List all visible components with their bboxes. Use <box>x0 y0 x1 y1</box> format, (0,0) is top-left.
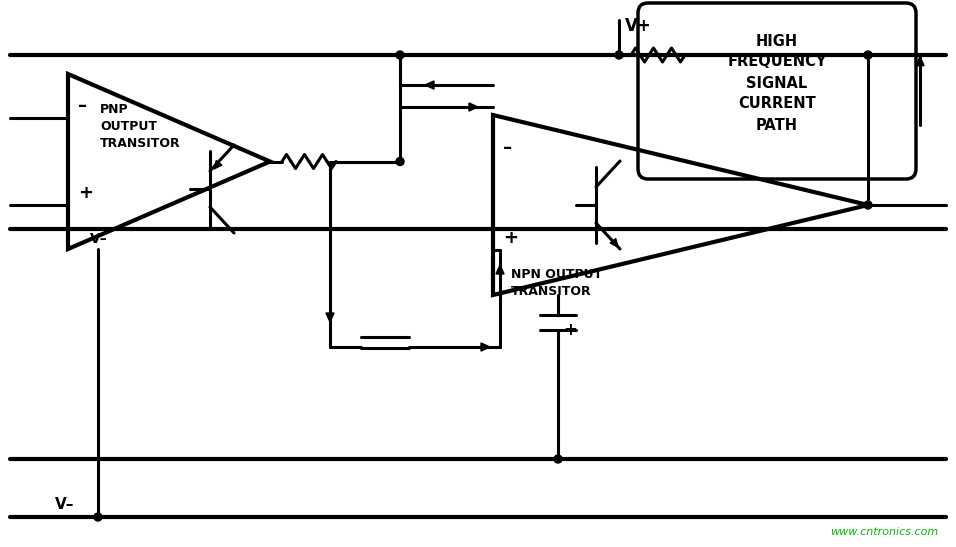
Circle shape <box>94 513 102 521</box>
Text: +: + <box>563 321 576 339</box>
Text: +: + <box>78 184 93 202</box>
Polygon shape <box>326 313 334 322</box>
Text: HIGH
FREQUENCY
SIGNAL
CURRENT
PATH: HIGH FREQUENCY SIGNAL CURRENT PATH <box>728 33 827 132</box>
Text: NPN OUTPUT
TRANSITOR: NPN OUTPUT TRANSITOR <box>511 268 602 298</box>
Text: –: – <box>78 97 87 115</box>
Polygon shape <box>496 265 504 274</box>
Text: +: + <box>503 229 518 247</box>
Polygon shape <box>481 343 490 351</box>
Text: –: – <box>503 139 512 157</box>
Circle shape <box>864 201 872 209</box>
Circle shape <box>554 455 562 463</box>
Polygon shape <box>469 103 478 111</box>
Text: PNP
OUTPUT
TRANSITOR: PNP OUTPUT TRANSITOR <box>100 103 181 150</box>
Polygon shape <box>916 57 924 66</box>
Circle shape <box>864 51 872 59</box>
Polygon shape <box>214 160 222 169</box>
Text: V+: V+ <box>625 17 652 35</box>
Text: www.cntronics.com: www.cntronics.com <box>830 527 938 537</box>
Text: V–: V– <box>55 497 75 512</box>
Circle shape <box>396 158 404 166</box>
Polygon shape <box>425 81 434 89</box>
Circle shape <box>615 51 623 59</box>
Text: V–: V– <box>90 232 108 246</box>
Polygon shape <box>610 238 618 247</box>
Circle shape <box>396 51 404 59</box>
